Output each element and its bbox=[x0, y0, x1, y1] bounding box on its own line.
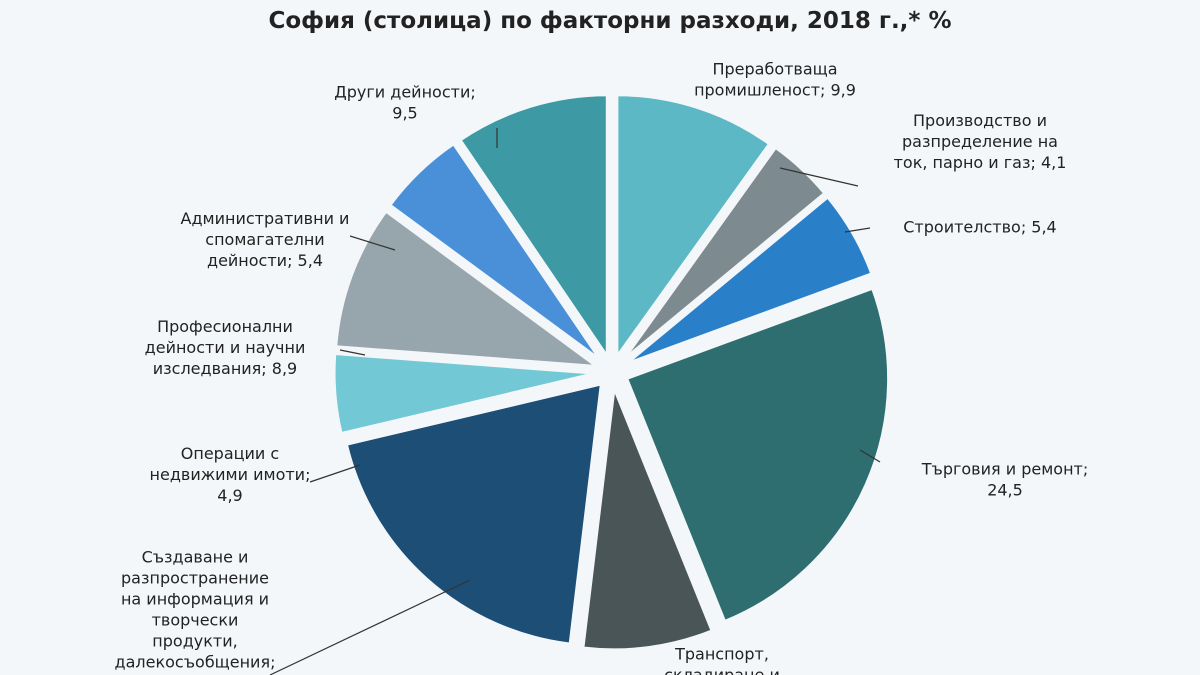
slice-label: Строителство; 5,4 bbox=[903, 218, 1056, 237]
pie-slice bbox=[615, 93, 772, 362]
slice-label: Преработваща промишленост; 9,9 bbox=[694, 59, 856, 99]
pie-slice bbox=[332, 351, 597, 436]
leader-line bbox=[349, 235, 396, 251]
leader-line bbox=[339, 349, 366, 356]
slice-label: Създаване и разпространение на информация … bbox=[115, 547, 276, 671]
pie-slice bbox=[457, 93, 609, 362]
leader-line bbox=[859, 449, 881, 463]
slice-label: Търговия и ремонт; 24,5 bbox=[921, 459, 1088, 499]
leader-line bbox=[269, 579, 471, 675]
pie-slice bbox=[581, 387, 715, 652]
leader-line bbox=[844, 227, 871, 233]
chart-title: София (столица) по факторни разходи, 201… bbox=[269, 8, 952, 34]
leader-line bbox=[309, 464, 361, 483]
slice-label: Транспорт, складиране и bbox=[664, 644, 780, 675]
pie-slice bbox=[624, 194, 874, 366]
leader-line bbox=[779, 167, 859, 187]
pie-slice bbox=[621, 145, 827, 362]
pie-slice bbox=[334, 209, 603, 369]
slice-label: Административни и спомагателни дейности; 5… bbox=[181, 209, 350, 270]
slice-label: Професионални дейности и научни изследвани… bbox=[145, 317, 306, 378]
pie-slice bbox=[624, 286, 891, 624]
slice-label: Други дейности; 9,5 bbox=[334, 82, 475, 122]
pie-slice bbox=[344, 381, 604, 646]
pie-slice bbox=[387, 141, 603, 362]
slice-label: Операции с недвижими имоти; 4,9 bbox=[150, 444, 311, 505]
slice-label: Производство и разпределение на ток, парно… bbox=[894, 111, 1067, 172]
